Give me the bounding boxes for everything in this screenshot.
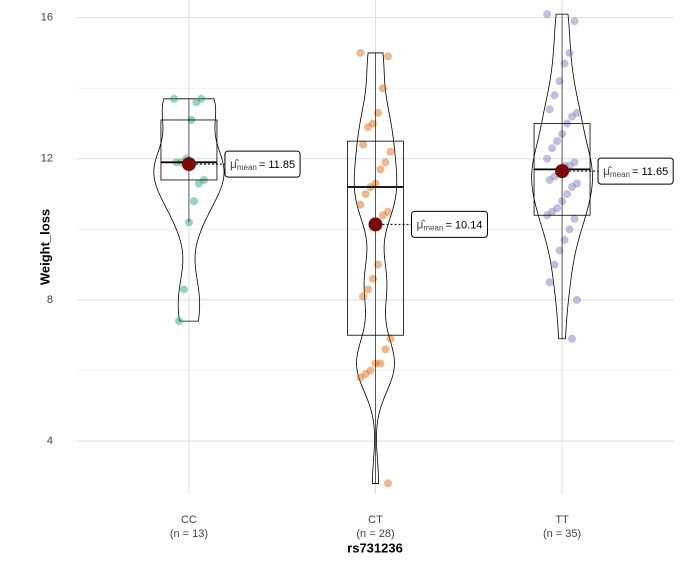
data-point	[383, 52, 392, 61]
data-point	[356, 48, 365, 57]
data-point	[356, 373, 365, 382]
data-point	[570, 158, 579, 167]
data-point	[192, 98, 201, 107]
x-tick-label: TT	[555, 514, 569, 526]
data-point	[568, 183, 577, 192]
mean-label: μ̂mean = 10.14	[417, 218, 483, 233]
x-tick-count: (n = 13)	[170, 528, 208, 540]
mean-value: = 10.14	[445, 219, 482, 231]
data-point	[545, 278, 554, 287]
data-point	[373, 108, 382, 117]
data-point	[383, 479, 392, 488]
data-point	[170, 94, 179, 103]
violin	[153, 98, 225, 322]
data-point	[356, 200, 365, 209]
y-tick-label: 4	[47, 435, 53, 447]
mean-symbol: μ̂	[417, 218, 426, 232]
data-point	[548, 144, 557, 153]
mean-label-box	[411, 210, 488, 238]
y-tick-label: 8	[47, 294, 53, 306]
mean-label: μ̂mean = 11.85	[230, 157, 295, 172]
data-point	[545, 175, 554, 184]
data-point	[378, 84, 387, 93]
y-tick-label: 12	[41, 153, 53, 165]
data-point	[560, 235, 569, 244]
data-point	[364, 123, 373, 132]
mean-label: μ̂mean = 11.65	[603, 164, 668, 179]
mean-point	[555, 164, 570, 179]
mean-label-box	[224, 150, 301, 178]
mean-point	[368, 217, 383, 232]
data-point	[378, 211, 387, 220]
data-point	[543, 154, 552, 163]
data-point	[553, 137, 562, 146]
data-point	[386, 147, 395, 156]
data-point	[550, 91, 559, 100]
mean-label-box	[597, 157, 674, 185]
box	[160, 119, 218, 181]
data-point	[386, 334, 395, 343]
data-point	[565, 225, 574, 234]
data-point	[543, 10, 552, 19]
data-point	[364, 285, 373, 294]
data-point	[197, 94, 206, 103]
data-point	[369, 119, 378, 128]
data-point	[560, 59, 569, 68]
data-point	[359, 292, 368, 301]
data-point	[550, 260, 559, 269]
violin	[353, 52, 398, 484]
data-point	[359, 140, 368, 149]
data-point	[568, 334, 577, 343]
y-tick-label: 16	[41, 12, 53, 24]
mean-symbol: μ̂	[230, 157, 239, 171]
mean-symbol: μ̂	[603, 164, 612, 178]
data-point	[174, 317, 183, 326]
data-point	[565, 48, 574, 57]
data-point	[568, 112, 577, 121]
data-point	[570, 17, 579, 26]
data-point	[572, 108, 581, 117]
data-point	[361, 190, 370, 199]
mean-value: = 11.85	[259, 159, 295, 171]
data-point	[189, 197, 198, 206]
data-point	[373, 260, 382, 269]
data-point	[383, 207, 392, 216]
box	[347, 140, 404, 336]
data-point	[555, 77, 564, 86]
mean-subscript: mean	[237, 163, 257, 172]
mean-subscript: mean	[423, 224, 443, 233]
data-point	[563, 190, 572, 199]
data-point	[570, 214, 579, 223]
data-point	[381, 345, 390, 354]
data-point	[179, 285, 188, 294]
data-point	[361, 370, 370, 379]
mean-subscript: mean	[610, 170, 630, 179]
violin	[531, 13, 593, 340]
data-point	[381, 158, 390, 167]
data-point	[366, 366, 375, 375]
data-point	[553, 204, 562, 213]
x-tick-count: (n = 28)	[356, 528, 394, 540]
data-point	[194, 179, 203, 188]
x-tick-label: CC	[181, 514, 197, 526]
data-point	[555, 246, 564, 255]
data-point	[376, 359, 385, 368]
x-tick-label: CT	[368, 514, 383, 526]
mean-value: = 11.65	[632, 166, 668, 178]
data-point	[572, 179, 581, 188]
data-point	[376, 165, 385, 174]
data-point	[548, 207, 557, 216]
x-tick-count: (n = 35)	[543, 528, 581, 540]
data-point	[369, 274, 378, 283]
y-axis-title: Weight_loss	[37, 209, 52, 285]
mean-point	[181, 157, 196, 172]
x-axis-title: rs731236	[347, 540, 403, 555]
data-point	[572, 295, 581, 304]
data-point	[545, 105, 554, 114]
